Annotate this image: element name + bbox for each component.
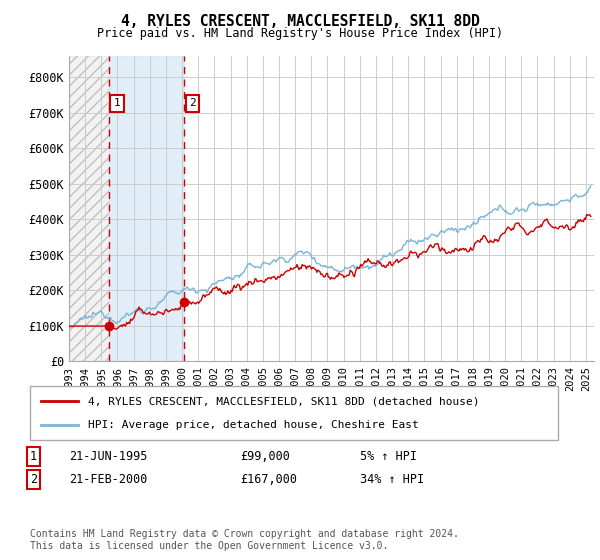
FancyBboxPatch shape (30, 386, 558, 440)
Bar (109, 56, 184, 361)
Text: 4, RYLES CRESCENT, MACCLESFIELD, SK11 8DD (detached house): 4, RYLES CRESCENT, MACCLESFIELD, SK11 8D… (88, 396, 479, 407)
Text: 4, RYLES CRESCENT, MACCLESFIELD, SK11 8DD: 4, RYLES CRESCENT, MACCLESFIELD, SK11 8D… (121, 14, 479, 29)
Text: 21-JUN-1995: 21-JUN-1995 (69, 450, 148, 463)
Text: £99,000: £99,000 (240, 450, 290, 463)
Bar (69, 56, 109, 361)
Text: £167,000: £167,000 (240, 473, 297, 486)
Text: HPI: Average price, detached house, Cheshire East: HPI: Average price, detached house, Ches… (88, 419, 419, 430)
Text: 21-FEB-2000: 21-FEB-2000 (69, 473, 148, 486)
Text: 5% ↑ HPI: 5% ↑ HPI (360, 450, 417, 463)
Text: 34% ↑ HPI: 34% ↑ HPI (360, 473, 424, 486)
Text: Price paid vs. HM Land Registry's House Price Index (HPI): Price paid vs. HM Land Registry's House … (97, 27, 503, 40)
Text: 2: 2 (30, 473, 37, 486)
Text: Contains HM Land Registry data © Crown copyright and database right 2024.
This d: Contains HM Land Registry data © Crown c… (30, 529, 459, 551)
Text: 1: 1 (30, 450, 37, 463)
Text: 2: 2 (189, 99, 196, 108)
Text: 1: 1 (114, 99, 121, 108)
Bar (69, 56, 109, 361)
